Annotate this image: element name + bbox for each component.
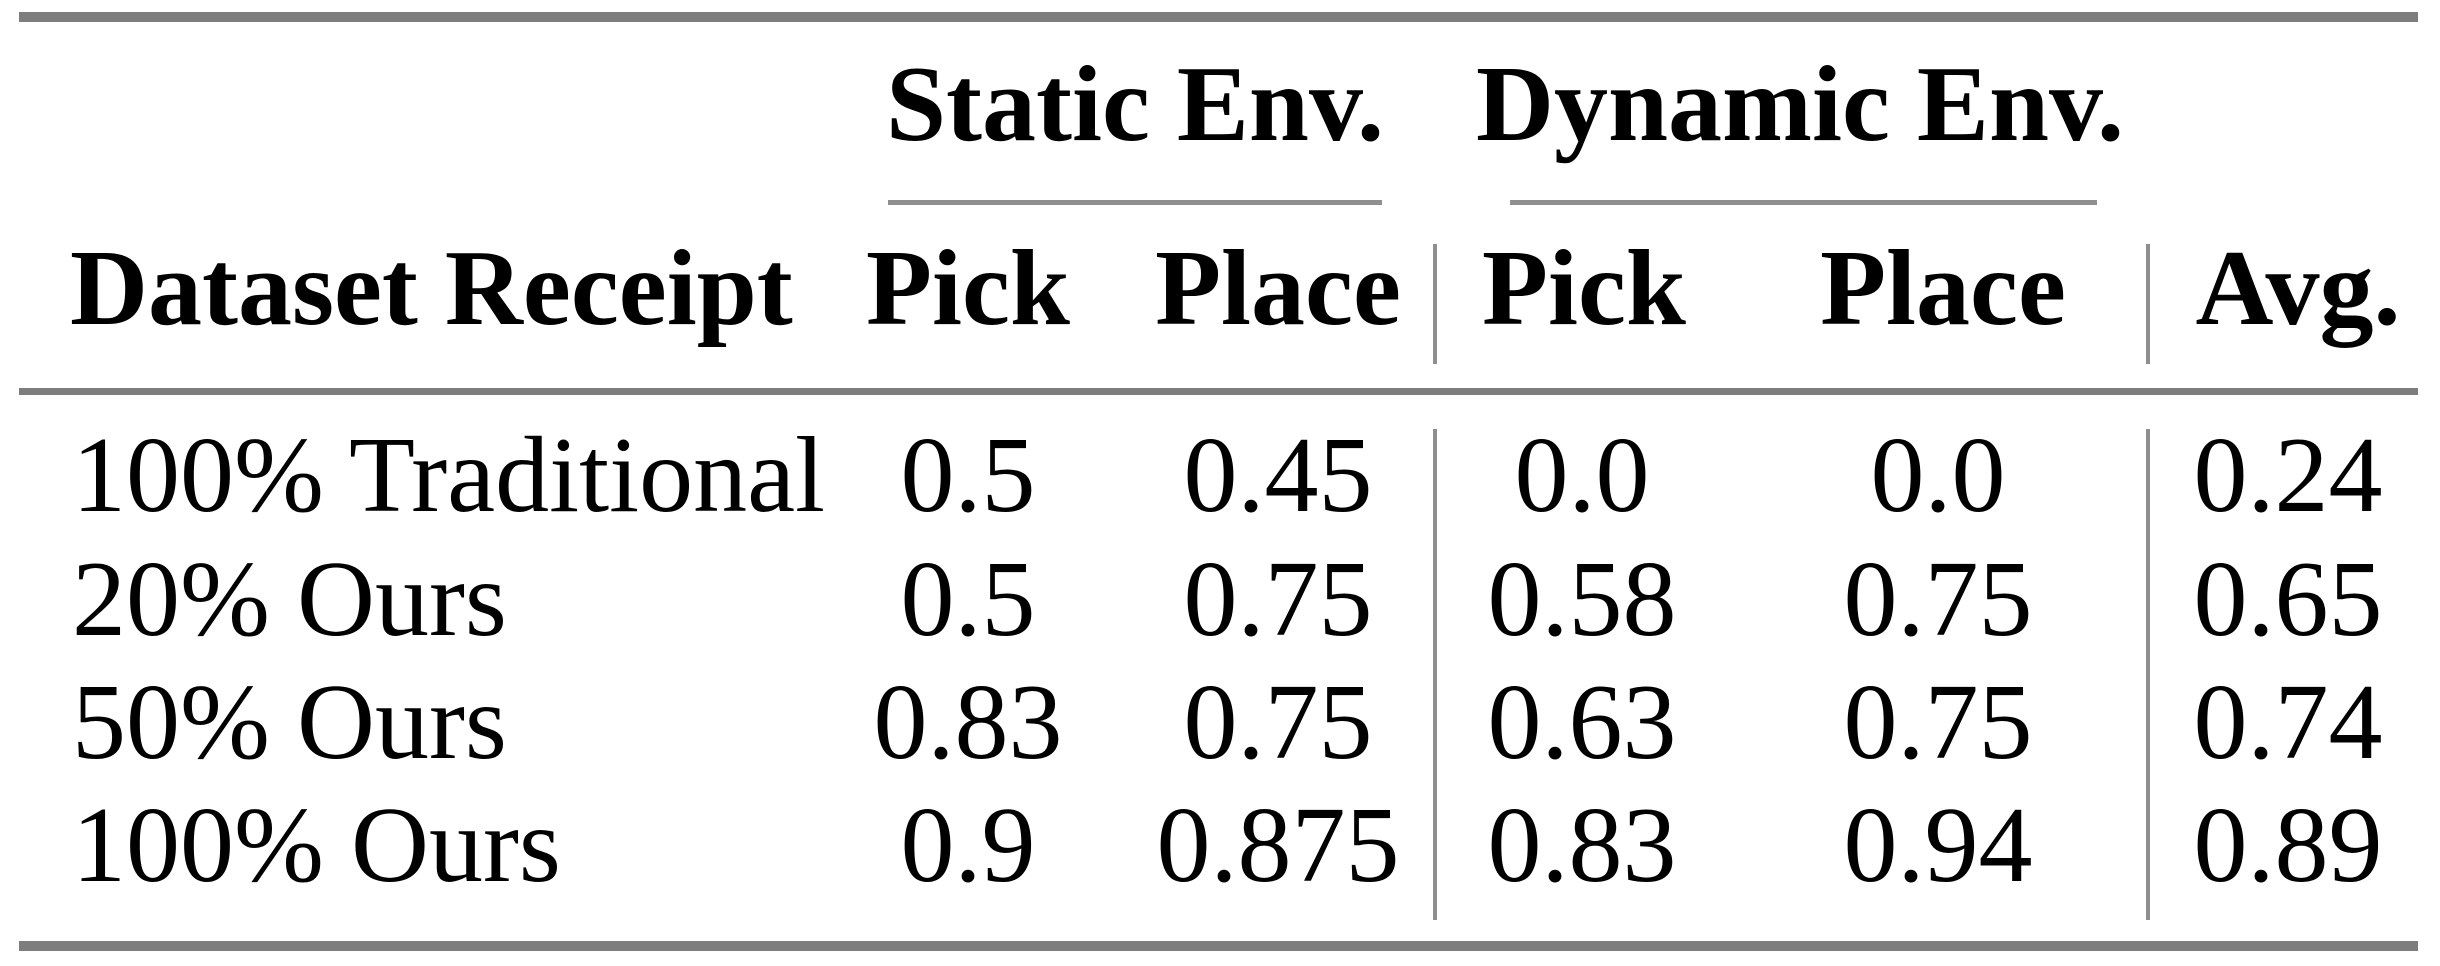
cell-dynamic-pick: 0.83 bbox=[1487, 786, 1677, 905]
cmidrule-static bbox=[888, 200, 1382, 205]
column-header-dataset-receipt: Dataset Receipt bbox=[70, 229, 793, 348]
cell-static-pick: 0.5 bbox=[900, 416, 1036, 535]
cell-dynamic-pick: 0.58 bbox=[1487, 540, 1677, 659]
cell-static-pick: 0.9 bbox=[900, 786, 1036, 905]
vertical-separator-static-dynamic-body bbox=[1433, 429, 1437, 920]
bottom-rule bbox=[19, 941, 2418, 951]
column-header-dynamic-place: Place bbox=[1820, 229, 2066, 348]
vertical-separator-dynamic-avg-header bbox=[2146, 244, 2150, 364]
top-rule bbox=[19, 12, 2418, 22]
cell-dynamic-place: 0.75 bbox=[1843, 663, 2033, 782]
cell-dynamic-place: 0.94 bbox=[1843, 786, 2033, 905]
cell-avg: 0.74 bbox=[2193, 663, 2383, 782]
cmidrule-dynamic bbox=[1510, 200, 2097, 205]
cell-static-place: 0.45 bbox=[1183, 416, 1373, 535]
vertical-separator-dynamic-avg-body bbox=[2146, 429, 2150, 920]
row-label: 100% Traditional bbox=[72, 416, 826, 535]
cell-dynamic-place: 0.0 bbox=[1870, 416, 2006, 535]
cell-avg: 0.89 bbox=[2193, 786, 2383, 905]
cell-dynamic-place: 0.75 bbox=[1843, 540, 2033, 659]
column-header-static-place: Place bbox=[1155, 229, 1401, 348]
cell-static-pick: 0.83 bbox=[873, 663, 1063, 782]
mid-rule bbox=[19, 388, 2418, 395]
cell-static-place: 0.75 bbox=[1183, 663, 1373, 782]
row-label: 100% Ours bbox=[72, 786, 561, 905]
vertical-separator-static-dynamic-header bbox=[1433, 244, 1437, 364]
column-header-static-pick: Pick bbox=[866, 229, 1070, 348]
cell-avg: 0.65 bbox=[2193, 540, 2383, 659]
cell-dynamic-pick: 0.0 bbox=[1514, 416, 1650, 535]
cell-static-place: 0.875 bbox=[1156, 786, 1400, 905]
cell-avg: 0.24 bbox=[2193, 416, 2383, 535]
row-label: 20% Ours bbox=[72, 540, 507, 659]
column-header-avg: Avg. bbox=[2195, 229, 2401, 348]
cell-static-pick: 0.5 bbox=[900, 540, 1036, 659]
row-label: 50% Ours bbox=[72, 663, 507, 782]
cell-dynamic-pick: 0.63 bbox=[1487, 663, 1677, 782]
column-header-dynamic-pick: Pick bbox=[1482, 229, 1686, 348]
group-header-dynamic-env: Dynamic Env. bbox=[1475, 45, 2125, 164]
cell-static-place: 0.75 bbox=[1183, 540, 1373, 659]
group-header-static-env: Static Env. bbox=[885, 45, 1385, 164]
